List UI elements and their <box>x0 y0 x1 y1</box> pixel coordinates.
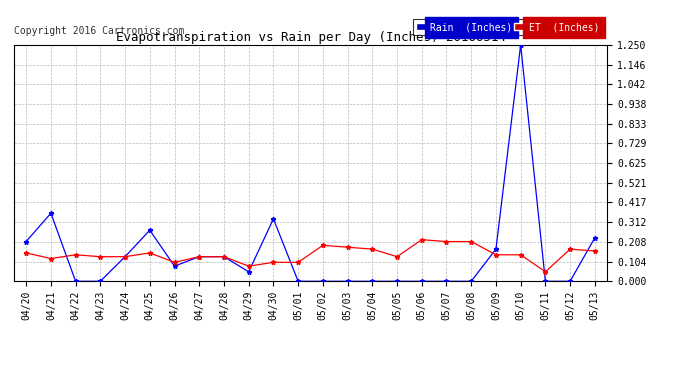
Title: Evapotranspiration vs Rain per Day (Inches) 20160514: Evapotranspiration vs Rain per Day (Inch… <box>115 31 506 44</box>
Legend: Rain  (Inches), ET  (Inches): Rain (Inches), ET (Inches) <box>413 19 602 35</box>
Text: Copyright 2016 Cartronics.com: Copyright 2016 Cartronics.com <box>14 26 184 36</box>
